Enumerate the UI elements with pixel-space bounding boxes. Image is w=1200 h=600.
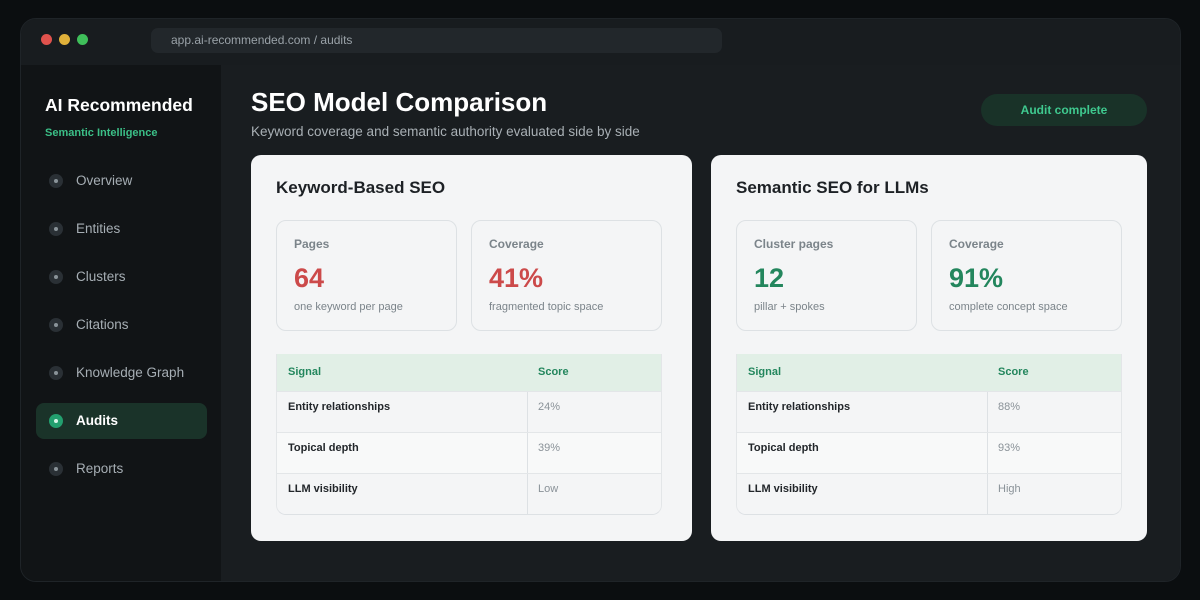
sidebar-item-label: Citations <box>76 317 129 332</box>
cell-divider <box>987 392 988 432</box>
nav-bullet-icon <box>49 414 63 428</box>
signal-table: Signal Score Entity relationships 88% To… <box>736 354 1122 515</box>
nav-bullet-icon <box>49 222 63 236</box>
column-header-signal: Signal <box>288 366 322 378</box>
page-title: SEO Model Comparison <box>251 87 548 117</box>
column-header-score: Score <box>998 366 1029 378</box>
sidebar-item-audits[interactable]: Audits <box>36 403 207 439</box>
nav-bullet-icon <box>49 270 63 284</box>
app-window: app.ai-recommended.com / audits AI Recom… <box>20 18 1181 582</box>
table-header: Signal Score <box>277 354 661 391</box>
column-header-score: Score <box>538 366 569 378</box>
score-cell: 24% <box>538 401 561 413</box>
table-header: Signal Score <box>737 354 1121 391</box>
cell-divider <box>527 433 528 473</box>
signal-cell: Entity relationships <box>288 401 391 413</box>
table-row: LLM visibility High <box>737 473 1121 514</box>
table-row: Entity relationships 88% <box>737 391 1121 432</box>
signal-cell: Topical depth <box>748 442 819 454</box>
brand-name: AI Recommended <box>45 95 193 115</box>
stat-note: pillar + spokes <box>754 301 825 313</box>
signal-cell: Entity relationships <box>748 401 851 413</box>
stat-note: one keyword per page <box>294 301 403 313</box>
stat-note: fragmented topic space <box>489 301 604 313</box>
stat-card-pages: Pages 64 one keyword per page <box>276 220 457 331</box>
stat-label: Pages <box>294 237 330 251</box>
sidebar-item-label: Reports <box>76 461 124 476</box>
stat-value: 91% <box>949 263 1004 293</box>
minimize-window-button[interactable] <box>59 34 70 45</box>
signal-cell: Topical depth <box>288 442 359 454</box>
keyword-seo-panel: Keyword-Based SEO Pages 64 one keyword p… <box>251 155 692 541</box>
signal-cell: LLM visibility <box>748 483 818 495</box>
stat-card-cluster-pages: Cluster pages 12 pillar + spokes <box>736 220 917 331</box>
address-bar[interactable]: app.ai-recommended.com / audits <box>151 28 722 53</box>
cell-divider <box>987 474 988 514</box>
stat-value: 41% <box>489 263 544 293</box>
stat-value: 64 <box>294 263 325 293</box>
stat-card-coverage: Coverage 91% complete concept space <box>931 220 1122 331</box>
sidebar-item-label: Entities <box>76 221 121 236</box>
main-content: SEO Model Comparison Keyword coverage an… <box>221 65 1180 581</box>
score-cell: 93% <box>998 442 1021 454</box>
stat-label: Coverage <box>489 237 544 251</box>
sidebar-item-label: Clusters <box>76 269 126 284</box>
title-bar: app.ai-recommended.com / audits <box>21 19 1180 65</box>
brand-tagline: Semantic Intelligence <box>45 127 158 139</box>
panel-title: Keyword-Based SEO <box>276 178 446 197</box>
table-row: Topical depth 39% <box>277 432 661 473</box>
maximize-window-button[interactable] <box>77 34 88 45</box>
semantic-seo-panel: Semantic SEO for LLMs Cluster pages 12 p… <box>711 155 1147 541</box>
sidebar-item-citations[interactable]: Citations <box>36 307 207 343</box>
nav-bullet-icon <box>49 174 63 188</box>
sidebar-item-label: Audits <box>76 413 118 428</box>
status-badge: Audit complete <box>981 94 1147 126</box>
table-row: LLM visibility Low <box>277 473 661 514</box>
panel-title: Semantic SEO for LLMs <box>736 178 929 197</box>
signal-table: Signal Score Entity relationships 24% To… <box>276 354 662 515</box>
sidebar-item-entities[interactable]: Entities <box>36 211 207 247</box>
close-window-button[interactable] <box>41 34 52 45</box>
sidebar-item-label: Overview <box>76 173 133 188</box>
sidebar-item-label: Knowledge Graph <box>76 365 185 380</box>
nav-bullet-icon <box>49 318 63 332</box>
sidebar-item-reports[interactable]: Reports <box>36 451 207 487</box>
cell-divider <box>987 433 988 473</box>
cell-divider <box>527 392 528 432</box>
stat-value: 12 <box>754 263 785 293</box>
page-subtitle: Keyword coverage and semantic authority … <box>251 124 640 139</box>
stat-label: Cluster pages <box>754 237 834 251</box>
score-cell: 88% <box>998 401 1021 413</box>
sidebar-item-overview[interactable]: Overview <box>36 163 207 199</box>
stat-note: complete concept space <box>949 301 1068 313</box>
cell-divider <box>527 474 528 514</box>
table-row: Topical depth 93% <box>737 432 1121 473</box>
sidebar-item-clusters[interactable]: Clusters <box>36 259 207 295</box>
nav-bullet-icon <box>49 366 63 380</box>
sidebar-item-knowledge-graph[interactable]: Knowledge Graph <box>36 355 207 391</box>
score-cell: Low <box>538 483 559 495</box>
stat-card-coverage: Coverage 41% fragmented topic space <box>471 220 662 331</box>
sidebar: AI Recommended Semantic Intelligence Ove… <box>21 65 221 581</box>
score-cell: High <box>998 483 1021 495</box>
signal-cell: LLM visibility <box>288 483 358 495</box>
stat-label: Coverage <box>949 237 1004 251</box>
column-header-signal: Signal <box>748 366 782 378</box>
table-row: Entity relationships 24% <box>277 391 661 432</box>
score-cell: 39% <box>538 442 561 454</box>
nav-bullet-icon <box>49 462 63 476</box>
